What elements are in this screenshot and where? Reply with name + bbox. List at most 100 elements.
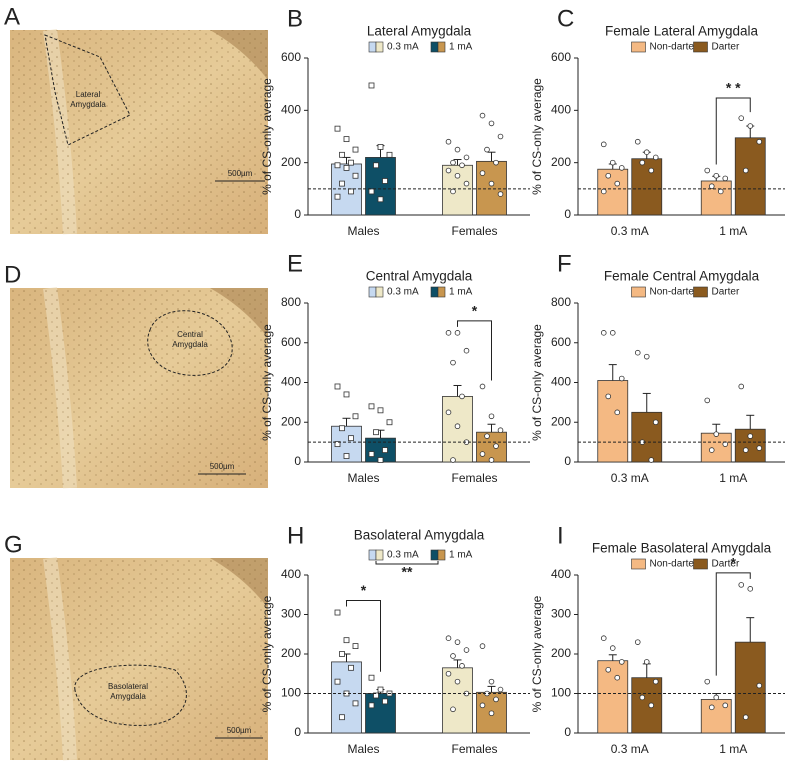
data-point [454, 423, 461, 430]
data-point [479, 643, 486, 649]
significance-label: * [361, 582, 367, 598]
panel-letter: F [557, 250, 572, 277]
region-outline [44, 34, 131, 146]
data-point [756, 445, 763, 451]
data-point [747, 433, 754, 439]
data-point [484, 146, 490, 153]
data-point [368, 674, 375, 681]
data-point [713, 172, 720, 179]
significance-label: ** [402, 564, 413, 580]
y-tick-label: 400 [281, 567, 301, 581]
data-point [497, 427, 504, 434]
y-tick-label: 300 [551, 607, 571, 621]
data-point [488, 180, 495, 187]
y-tick-label: 0 [564, 725, 571, 739]
legend-swatch [375, 41, 384, 53]
data-point [708, 183, 715, 190]
data-point [454, 678, 461, 685]
data-point [634, 349, 641, 356]
data-point [343, 391, 350, 398]
data-point [600, 635, 607, 641]
region-outline [147, 310, 233, 376]
panel-letter: I [557, 522, 564, 549]
y-tick-label: 200 [551, 646, 571, 660]
bar [734, 137, 766, 216]
panel-letter: C [557, 5, 574, 32]
data-point [704, 678, 711, 685]
data-point [605, 666, 612, 673]
data-point [339, 651, 345, 657]
y-tick-label: 300 [281, 607, 301, 621]
significance-bracket [457, 320, 492, 381]
y-tick-label: 200 [281, 646, 301, 660]
legend-label: Darter [712, 287, 740, 298]
chart-title: Central Amygdala [366, 269, 473, 284]
data-point [377, 196, 384, 203]
data-point [643, 659, 650, 665]
data-point [382, 698, 388, 705]
data-point [488, 678, 495, 685]
panel-letter: E [287, 250, 303, 277]
y-tick-label: 800 [281, 295, 301, 309]
data-point [463, 154, 470, 161]
data-point [334, 125, 341, 132]
chart-title: Basolateral Amygdala [354, 528, 485, 543]
data-point [717, 188, 724, 195]
bar [631, 677, 663, 734]
bar [597, 660, 629, 734]
significance-label: * [472, 303, 478, 319]
data-point [605, 172, 612, 179]
significance-bracket [715, 97, 751, 165]
y-axis-label: % of CS-only average [530, 324, 544, 441]
data-point [339, 151, 345, 158]
legend-swatch [430, 286, 439, 298]
data-point [479, 451, 486, 457]
scale-label: 500µm [228, 169, 253, 178]
data-point [445, 670, 452, 677]
data-point [339, 180, 345, 187]
legend-label: Non-darter [650, 287, 698, 298]
bar [700, 432, 732, 463]
region-label: Amygdala [172, 340, 208, 349]
cell-texture [10, 288, 268, 488]
y-axis-label: % of CS-only average [530, 78, 544, 195]
legend-label: Darter [712, 42, 740, 53]
data-point [708, 704, 715, 711]
data-point [648, 457, 655, 463]
x-tick-label: 1 mA [719, 471, 747, 485]
y-axis-label: % of CS-only average [260, 595, 274, 712]
data-point [713, 431, 720, 437]
data-point [373, 429, 379, 436]
data-point [454, 172, 461, 179]
data-point [738, 115, 745, 121]
data-point [704, 167, 711, 174]
data-point [352, 146, 359, 153]
data-point [722, 702, 729, 709]
bar [476, 160, 507, 216]
significance-bracket [715, 572, 751, 676]
data-point [497, 686, 504, 693]
legend-swatch [368, 41, 377, 53]
y-tick-label: 200 [551, 414, 571, 428]
data-point [454, 639, 461, 645]
region-label: Central [177, 330, 203, 339]
x-tick-label: 1 mA [719, 742, 747, 756]
data-point [634, 639, 641, 645]
data-point [348, 664, 354, 671]
data-point [463, 347, 470, 354]
legend-swatch [375, 286, 384, 298]
scale-label: 500µm [210, 462, 235, 471]
data-point [609, 159, 616, 166]
bar [631, 158, 663, 216]
data-point [334, 441, 341, 448]
legend-swatch [375, 549, 384, 561]
chart-title: Female Lateral Amygdala [605, 24, 759, 39]
data-point [652, 419, 659, 426]
legend-swatch [631, 286, 646, 298]
chart-title: Lateral Amygdala [367, 24, 472, 39]
chart-title: Female Central Amygdala [604, 269, 760, 284]
data-point [643, 149, 650, 156]
significance-bracket [346, 600, 381, 672]
significance-bracket [375, 561, 439, 565]
legend-label: Non-darter [650, 559, 698, 570]
